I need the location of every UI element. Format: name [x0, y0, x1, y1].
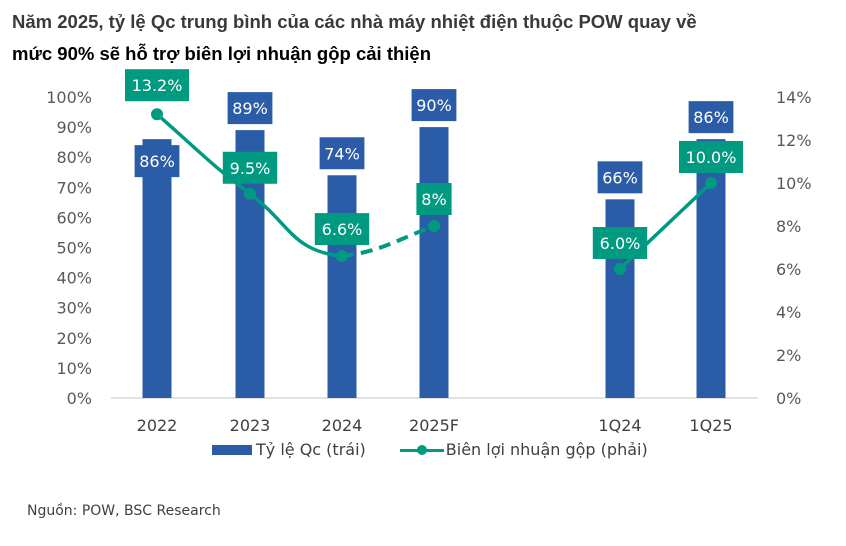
left-axis-tick: 0%: [67, 389, 92, 408]
right-axis-tick: 6%: [776, 260, 801, 279]
bar-data-label-box: [319, 137, 365, 170]
left-axis-tick: 50%: [56, 239, 92, 258]
right-axis-tick: 4%: [776, 303, 801, 322]
left-axis-tick: 70%: [56, 178, 92, 197]
x-axis-category-label: 2024: [322, 416, 363, 435]
line-data-labels: 13.2% 9.5% 6.6% 8% 6.0% 10.0%: [125, 69, 743, 259]
bar-data-label: 86%: [693, 108, 729, 127]
chart-title: Năm 2025, tỷ lệ Qc trung bình của các nh…: [12, 6, 842, 70]
line-segment-dashed: [341, 224, 435, 259]
bar-data-label-box: [411, 89, 457, 122]
right-axis-tick: 2%: [776, 346, 801, 365]
line-data-label: 13.2%: [132, 76, 183, 95]
line-data-label: 6.0%: [600, 234, 641, 253]
bar-data-label-box: [134, 145, 180, 178]
chart-title-line-2: mức 90% sẽ hỗ trợ biên lợi nhuận gộp cải…: [12, 43, 432, 64]
right-axis-tick: 0%: [776, 389, 801, 408]
line-data-label-box: [125, 69, 189, 102]
bar-data-label: 66%: [602, 168, 638, 187]
line-data-label-box: [416, 183, 452, 215]
bar: [142, 139, 172, 398]
line-data-label-box: [314, 213, 370, 246]
bar-data-label-box: [227, 92, 273, 125]
x-axis-category-label: 1Q24: [598, 416, 641, 435]
chart-title-line-1: Năm 2025, tỷ lệ Qc trung bình của các nh…: [12, 11, 697, 32]
left-axis-tick: 10%: [56, 359, 92, 378]
x-axis-category-label: 2025F: [409, 416, 459, 435]
bar-data-label: 74%: [324, 144, 360, 163]
legend-line-label: Biên lợi nhuận gộp (phải): [445, 440, 648, 459]
source-note: Nguồn: POW, BSC Research: [27, 503, 221, 519]
bar-data-label-box: [597, 161, 643, 194]
bar-data-label: 90%: [416, 96, 452, 115]
bar-data-label: 86%: [139, 152, 175, 171]
legend-bar-swatch: [212, 444, 252, 455]
right-axis-tick: 8%: [776, 217, 801, 236]
line-data-label-box: [222, 151, 278, 184]
line-data-label-box: [679, 141, 743, 173]
left-axis-tick: 20%: [56, 329, 92, 348]
line-data-label: 6.6%: [322, 220, 363, 239]
left-axis-tick: 100%: [46, 88, 92, 107]
x-axis-category-label: 2023: [230, 416, 271, 435]
line-point: [151, 108, 163, 121]
bar-data-label: 89%: [232, 99, 268, 118]
line-data-label-box: [592, 227, 648, 259]
line-point: [244, 187, 256, 200]
x-axis-category-label: 1Q25: [689, 416, 732, 435]
line-data-label: 10.0%: [686, 148, 737, 167]
left-axis-tick: 90%: [56, 118, 92, 137]
legend-line-swatch: [399, 444, 444, 455]
line-point: [428, 220, 440, 232]
left-axis: 0% 10% 20% 30% 40% 50% 60% 70% 80% 90% 100%: [46, 88, 92, 408]
line-data-label: 9.5%: [230, 159, 271, 178]
line-point: [336, 250, 348, 263]
line-data-label: 8%: [421, 190, 446, 209]
right-axis-tick: 14%: [776, 88, 812, 107]
line-point: [614, 263, 626, 275]
bar: [419, 127, 449, 398]
bar-data-labels: 86% 89% 74% 90% 66% 86%: [134, 89, 734, 194]
left-axis-tick: 30%: [56, 299, 92, 318]
left-axis-tick: 40%: [56, 269, 92, 288]
right-axis-tick: 10%: [776, 174, 812, 193]
x-axis-categories: 2022 2023 2024 2025F 1Q24 1Q25: [137, 416, 733, 435]
legend: Tỷ lệ Qc (trái) Biên lợi nhuận gộp (phải…: [212, 440, 648, 459]
bar-data-label-box: [688, 101, 734, 134]
line-point: [705, 177, 717, 189]
bar: [327, 175, 357, 398]
left-axis-tick: 60%: [56, 208, 92, 227]
x-axis-category-label: 2022: [137, 416, 178, 435]
left-axis-tick: 80%: [56, 148, 92, 167]
legend-bar-label: Tỷ lệ Qc (trái): [256, 440, 366, 459]
right-axis: 0% 2% 4% 6% 8% 10% 12% 14%: [776, 88, 812, 408]
right-axis-tick: 12%: [776, 131, 812, 150]
